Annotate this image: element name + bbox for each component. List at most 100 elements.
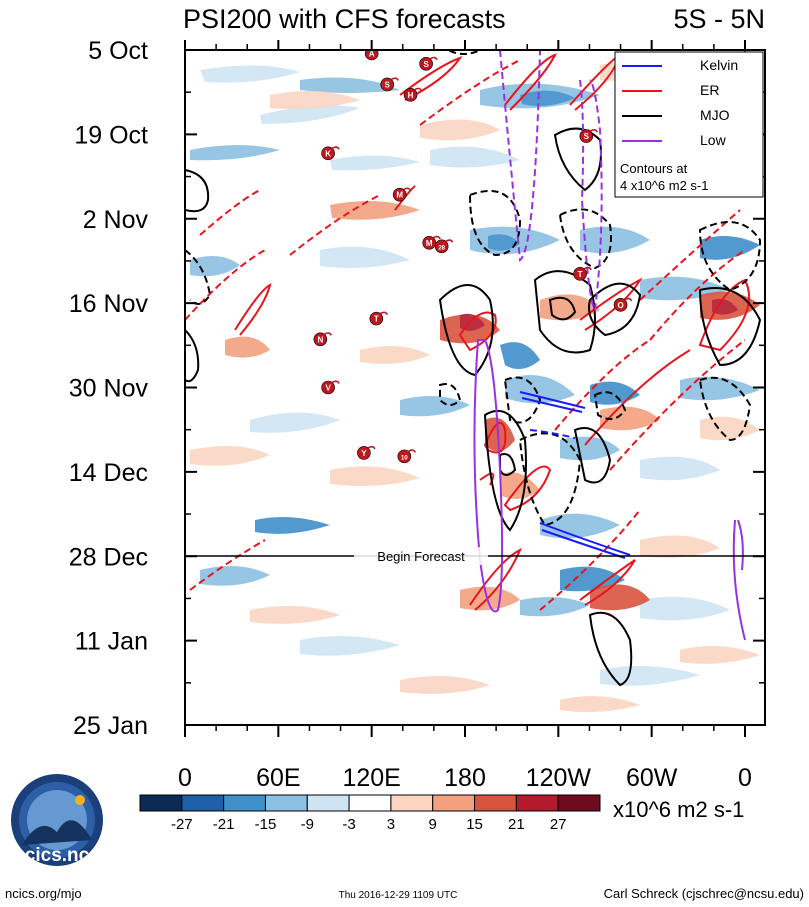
x-tick-label: 120E xyxy=(342,764,400,792)
storm-symbol xyxy=(422,236,437,250)
colorbar-box xyxy=(306,794,350,812)
storm-symbol-arm xyxy=(331,146,340,150)
storm-label: T xyxy=(374,315,379,324)
storm-symbol xyxy=(613,298,628,312)
storm-marker: K xyxy=(321,146,340,161)
storm-symbol-arm xyxy=(390,77,399,81)
storm-marker: A xyxy=(364,49,379,61)
legend-label: Kelvin xyxy=(700,57,738,73)
storm-label: K xyxy=(325,149,331,158)
contour-note-line1: Contours at xyxy=(620,161,688,176)
storm-symbol-arm xyxy=(331,380,340,384)
storm-symbol xyxy=(321,146,335,161)
storm-symbol-arm xyxy=(323,332,333,336)
y-tick-label: 28 Dec xyxy=(69,543,148,571)
y-tick-label: 25 Jan xyxy=(73,712,148,740)
storm-marker: H xyxy=(403,87,423,102)
chart-title: PSI200 with CFS forecasts xyxy=(183,4,506,34)
colorbar-box xyxy=(557,794,601,812)
colorbar-label: -3 xyxy=(342,816,355,833)
storm-markers: A S S H S K M M 28 T O T N V Y 10 xyxy=(313,49,633,464)
colorbar-box xyxy=(139,794,183,812)
mjo-contours xyxy=(185,50,762,687)
storm-marker: M xyxy=(422,235,441,250)
storm-symbol xyxy=(392,187,407,202)
storm-marker: T xyxy=(573,266,592,281)
logo-text: cics.nc xyxy=(25,845,90,866)
storm-symbol xyxy=(313,332,328,347)
footer-right: Carl Schreck (cjschrec@ncsu.edu) xyxy=(604,886,804,901)
y-axis: 5 Oct 19 Oct 2 Nov 16 Nov 30 Nov 14 Dec 28 Dec… xyxy=(69,37,765,740)
storm-symbol-arm xyxy=(445,239,454,243)
storm-label: Y xyxy=(361,449,367,458)
x-tick-label: 120W xyxy=(526,764,592,792)
storm-symbol-arm xyxy=(414,87,423,92)
storm-symbol xyxy=(434,239,449,254)
colorbar-box xyxy=(264,794,308,812)
storm-symbol-arm xyxy=(589,129,599,133)
y-tick-label: 30 Nov xyxy=(69,375,149,403)
storm-label: H xyxy=(408,91,414,100)
colorbar-label: 21 xyxy=(508,816,525,833)
y-tick-label: 16 Nov xyxy=(69,290,149,318)
cics-logo: cics.nc xyxy=(11,774,103,866)
x-tick-label: 60E xyxy=(256,764,300,792)
begin-forecast-label: Begin Forecast xyxy=(377,549,465,564)
footer-center: Thu 2016-12-29 1109 UTC xyxy=(339,890,458,901)
storm-marker: S xyxy=(380,77,399,92)
storm-label: M xyxy=(426,239,433,248)
x-tick-label: 60W xyxy=(626,764,678,792)
storm-symbol xyxy=(579,129,594,143)
colorbar-box xyxy=(390,794,434,812)
legend-label: MJO xyxy=(700,107,730,123)
colorbar-label: -27 xyxy=(171,816,193,833)
storm-symbol-arm xyxy=(432,235,441,240)
storm-symbol-arm xyxy=(407,449,417,453)
storm-label: S xyxy=(423,60,429,69)
storm-marker: T xyxy=(369,311,389,326)
colorbar: -27 -21 -15 -9 -3 3 9 15 21 27 xyxy=(139,794,601,833)
storm-symbol-arm xyxy=(367,445,376,450)
y-tick-label: 2 Nov xyxy=(83,206,149,234)
x-tick-label: 0 xyxy=(738,764,752,792)
footer-left: ncics.org/mjo xyxy=(5,886,82,901)
colorbar-label: -21 xyxy=(213,816,235,833)
storm-symbol xyxy=(573,267,587,281)
storm-label: M xyxy=(396,191,403,200)
storm-symbol xyxy=(380,77,395,92)
y-tick-label: 14 Dec xyxy=(69,459,148,487)
er-contours xyxy=(185,50,755,611)
kelvin-contours xyxy=(519,391,631,559)
storm-symbol-arm xyxy=(403,187,412,192)
contour-note-line2: 4 x10^6 m2 s-1 xyxy=(620,178,708,193)
x-axis: 0 60E 120E 180 120W 60W 0 xyxy=(178,40,752,792)
storm-label: S xyxy=(385,80,391,89)
colorbar-label: -9 xyxy=(301,816,314,833)
storm-marker: Y xyxy=(357,445,376,460)
storm-symbol-arm xyxy=(429,56,438,61)
x-tick-label: 180 xyxy=(444,764,486,792)
storm-marker: M xyxy=(392,187,412,202)
storm-symbol-arm xyxy=(624,297,633,302)
colorbar-box xyxy=(515,794,559,812)
colorbar-box xyxy=(474,794,517,812)
y-tick-label: 19 Oct xyxy=(74,121,148,149)
storm-symbol xyxy=(403,87,418,102)
storm-symbol xyxy=(397,449,412,464)
storm-symbol-arm xyxy=(379,311,389,316)
storm-label: T xyxy=(578,270,583,279)
storm-marker: O xyxy=(613,297,633,312)
storm-label: 10 xyxy=(401,455,408,461)
low-contours xyxy=(473,50,746,641)
colorbar-label: 27 xyxy=(550,816,567,833)
legend-label: Low xyxy=(700,132,727,148)
y-tick-label: 5 Oct xyxy=(88,37,148,65)
storm-label: A xyxy=(369,49,375,58)
storm-label: O xyxy=(617,301,623,310)
storm-marker: S xyxy=(419,56,438,71)
storm-label: S xyxy=(584,132,590,141)
storm-label: 28 xyxy=(438,245,445,251)
legend: Kelvin ER MJO Low Contours at 4 x10^6 m2 s-… xyxy=(614,51,764,198)
colorbar-label: 15 xyxy=(466,816,483,833)
storm-symbol xyxy=(357,446,371,460)
